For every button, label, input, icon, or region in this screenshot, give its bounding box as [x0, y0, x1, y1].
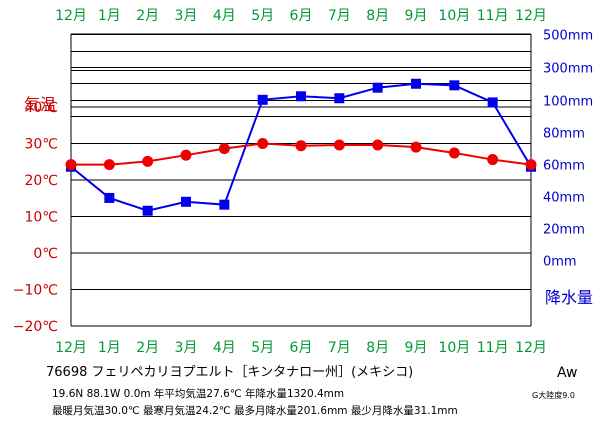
x-tick-label-bottom: 12月	[55, 340, 87, 356]
x-tick-label-bottom: 5月	[251, 340, 274, 356]
x-axis-top-labels: 12月 1月 2月 3月 4月 5月 6月 7月 8月 9月 10月 11月 12月	[55, 8, 547, 24]
x-tick-label-bottom: 6月	[290, 340, 313, 356]
temperature-point	[525, 159, 537, 171]
left-axis-title: 気温	[24, 95, 56, 114]
temperature-point	[410, 141, 422, 153]
left-axis-ticks: 40℃ 30℃ 20℃ 10℃ 0℃ −10℃ −20℃	[13, 100, 58, 335]
x-tick-label-bottom: 4月	[213, 340, 236, 356]
right-tick-label: 300mm	[543, 62, 593, 77]
temperature-point	[65, 159, 77, 171]
right-tick-label: 500mm	[543, 29, 593, 44]
x-tick-label-top: 9月	[405, 8, 428, 24]
temperature-point	[487, 154, 499, 166]
precipitation-point	[142, 205, 153, 216]
x-tick-label-bottom: 1月	[98, 340, 121, 356]
left-tick-label: −10℃	[13, 283, 58, 299]
x-tick-label-bottom: 7月	[328, 340, 351, 356]
temperature-point	[180, 149, 192, 161]
x-tick-label-top: 10月	[438, 8, 470, 24]
x-tick-label-top: 12月	[55, 8, 87, 24]
x-tick-label-top: 3月	[175, 8, 198, 24]
x-tick-label-top: 8月	[366, 8, 389, 24]
continentality: G大陸度9.0	[532, 391, 575, 400]
x-axis-bottom-labels: 12月 1月 2月 3月 4月 5月 6月 7月 8月 9月 10月 11月 12月	[55, 340, 547, 356]
right-tick-label: 80mm	[543, 127, 585, 142]
grid-lines	[70, 33, 532, 327]
x-tick-label-top: 12月	[515, 8, 547, 24]
x-tick-label-bottom: 9月	[405, 340, 428, 356]
x-tick-label-top: 11月	[477, 8, 509, 24]
right-tick-label: 60mm	[543, 159, 585, 174]
x-tick-label-bottom: 2月	[136, 340, 159, 356]
x-tick-label-bottom: 12月	[515, 340, 547, 356]
left-tick-label: 30℃	[24, 137, 58, 153]
right-tick-label: 20mm	[543, 223, 585, 238]
x-tick-label-top: 2月	[136, 8, 159, 24]
x-tick-label-bottom: 11月	[477, 340, 509, 356]
right-axis-title: 降水量	[545, 288, 593, 307]
precipitation-point	[334, 93, 345, 104]
left-tick-label: 10℃	[24, 210, 58, 226]
left-tick-label: −20℃	[13, 319, 58, 335]
right-tick-label: 40mm	[543, 191, 585, 206]
temperature-point	[448, 147, 460, 159]
precipitation-point	[104, 192, 115, 203]
temperature-point	[257, 138, 269, 149]
x-tick-label-bottom: 3月	[175, 340, 198, 356]
station-summary: 19.6N 88.1W 0.0m 年平均気温27.6℃ 年降水量1320.4mm	[52, 388, 345, 400]
right-tick-label: 0mm	[543, 255, 577, 270]
left-tick-label: 40℃	[24, 100, 58, 116]
x-tick-label-top: 1月	[98, 8, 121, 24]
station-name: 76698 フェリペカリヨプエルト［キンタナロー州］(メキシコ)	[46, 365, 414, 380]
temperature-point	[372, 139, 384, 151]
x-tick-label-top: 4月	[213, 8, 236, 24]
temperature-point	[295, 140, 307, 152]
climate-chart: 12月 1月 2月 3月 4月 5月 6月 7月 8月 9月 10月 11月 12月 12月 1月 2月 3月…	[13, 8, 593, 356]
right-tick-label: 100mm	[543, 95, 593, 110]
precipitation-series	[66, 78, 536, 216]
right-axis-ticks: 500mm 300mm 100mm 80mm 60mm 40mm 20mm 0mm	[543, 29, 593, 270]
x-tick-label-bottom: 8月	[366, 340, 389, 356]
climate-class: Aw	[557, 365, 578, 381]
precipitation-point	[411, 78, 421, 89]
x-tick-label-top: 5月	[251, 8, 274, 24]
temperature-point	[142, 155, 154, 167]
left-tick-label: 0℃	[33, 246, 58, 262]
precipitation-point	[257, 94, 268, 105]
precipitation-point	[449, 80, 460, 91]
x-tick-label-bottom: 10月	[438, 340, 470, 356]
precipitation-point	[487, 97, 498, 108]
temperature-series	[65, 138, 537, 171]
temperature-point	[218, 143, 230, 155]
precipitation-point	[181, 196, 191, 207]
x-tick-label-top: 7月	[328, 8, 351, 24]
x-tick-label-top: 6月	[290, 8, 313, 24]
precipitation-point	[296, 91, 306, 102]
left-tick-label: 20℃	[24, 173, 58, 189]
temperature-point	[333, 139, 345, 151]
station-extremes: 最暖月気温30.0℃ 最寒月気温24.2℃ 最多月降水量201.6mm 最少月降…	[52, 405, 458, 417]
temperature-point	[103, 159, 115, 171]
precipitation-point	[219, 199, 230, 210]
precipitation-point	[372, 82, 383, 93]
